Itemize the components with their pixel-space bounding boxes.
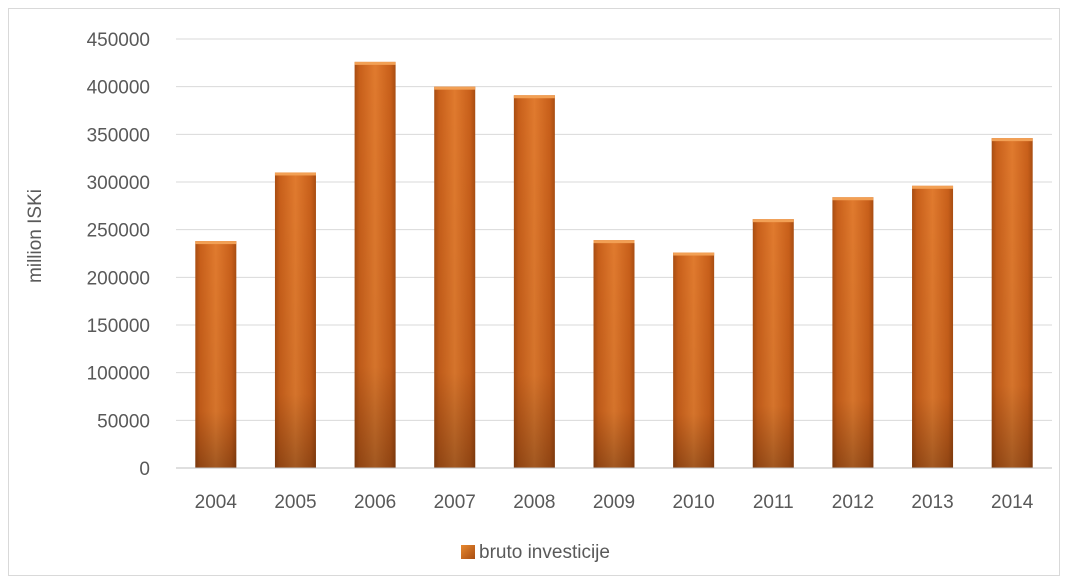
- y-axis-ticks: 0 50000 100000 150000 200000 250000 300000 3500…: [87, 30, 150, 480]
- bar-top-highlight: [354, 61, 396, 65]
- x-tick-label: 2010: [672, 492, 714, 513]
- bar-shade: [195, 241, 237, 468]
- x-tick-label: 2005: [274, 492, 316, 513]
- bar-2010: [673, 252, 715, 468]
- bar-shade: [752, 219, 794, 468]
- y-tick-label: 250000: [87, 221, 150, 242]
- y-tick-label: 400000: [87, 78, 150, 99]
- x-tick-label: 2004: [195, 492, 238, 513]
- bar-2008: [513, 95, 555, 468]
- bar-2004: [195, 241, 237, 468]
- x-tick-label: 2007: [434, 492, 476, 513]
- bar-2013: [912, 185, 954, 468]
- legend: bruto investicije: [461, 542, 610, 563]
- gridlines: [176, 38, 1052, 421]
- bar-2012: [832, 197, 874, 468]
- bar-shade: [991, 138, 1033, 468]
- bar-2005: [274, 172, 316, 468]
- bar-2006: [354, 61, 396, 468]
- bar-shade: [354, 61, 396, 468]
- bar-top-highlight: [991, 138, 1033, 142]
- x-axis-ticks: 2004 2005 2006 2007 2008 2009 2010 2011 2012 2013…: [195, 492, 1034, 513]
- x-tick-label: 2013: [911, 492, 953, 513]
- bar-shade: [274, 172, 316, 468]
- y-tick-label: 100000: [87, 364, 150, 385]
- bar-top-highlight: [434, 86, 476, 90]
- bars: [195, 61, 1033, 469]
- bar-shade: [832, 197, 874, 468]
- y-tick-label: 450000: [87, 30, 150, 51]
- x-tick-label: 2009: [593, 492, 635, 513]
- bar-top-highlight: [274, 172, 316, 176]
- bar-shade: [434, 86, 476, 469]
- bar-2009: [593, 240, 635, 468]
- bar-shade: [513, 95, 555, 468]
- bar-2007: [434, 86, 476, 469]
- y-axis-title: million ISKi: [25, 189, 46, 283]
- x-tick-label: 2014: [991, 492, 1034, 513]
- y-tick-label: 0: [139, 459, 150, 480]
- bar-shade: [673, 252, 715, 468]
- y-tick-label: 50000: [97, 411, 150, 432]
- bar-top-highlight: [513, 95, 555, 99]
- bar-top-highlight: [832, 197, 874, 201]
- bar-shade: [593, 240, 635, 468]
- bar-2014: [991, 138, 1033, 468]
- y-tick-label: 150000: [87, 316, 150, 337]
- legend-label: bruto investicije: [479, 542, 610, 563]
- x-tick-label: 2012: [832, 492, 874, 513]
- y-tick-label: 200000: [87, 268, 150, 289]
- bar-top-highlight: [912, 185, 954, 189]
- x-tick-label: 2011: [753, 492, 794, 513]
- bar-2011: [752, 219, 794, 468]
- bar-top-highlight: [593, 240, 635, 244]
- bar-top-highlight: [673, 252, 715, 256]
- x-tick-label: 2006: [354, 492, 396, 513]
- y-tick-label: 350000: [87, 125, 150, 146]
- legend-swatch: [461, 545, 475, 559]
- bar-top-highlight: [752, 219, 794, 223]
- bar-top-highlight: [195, 241, 237, 245]
- bar-shade: [912, 185, 954, 468]
- x-tick-label: 2008: [513, 492, 555, 513]
- y-tick-label: 300000: [87, 173, 150, 194]
